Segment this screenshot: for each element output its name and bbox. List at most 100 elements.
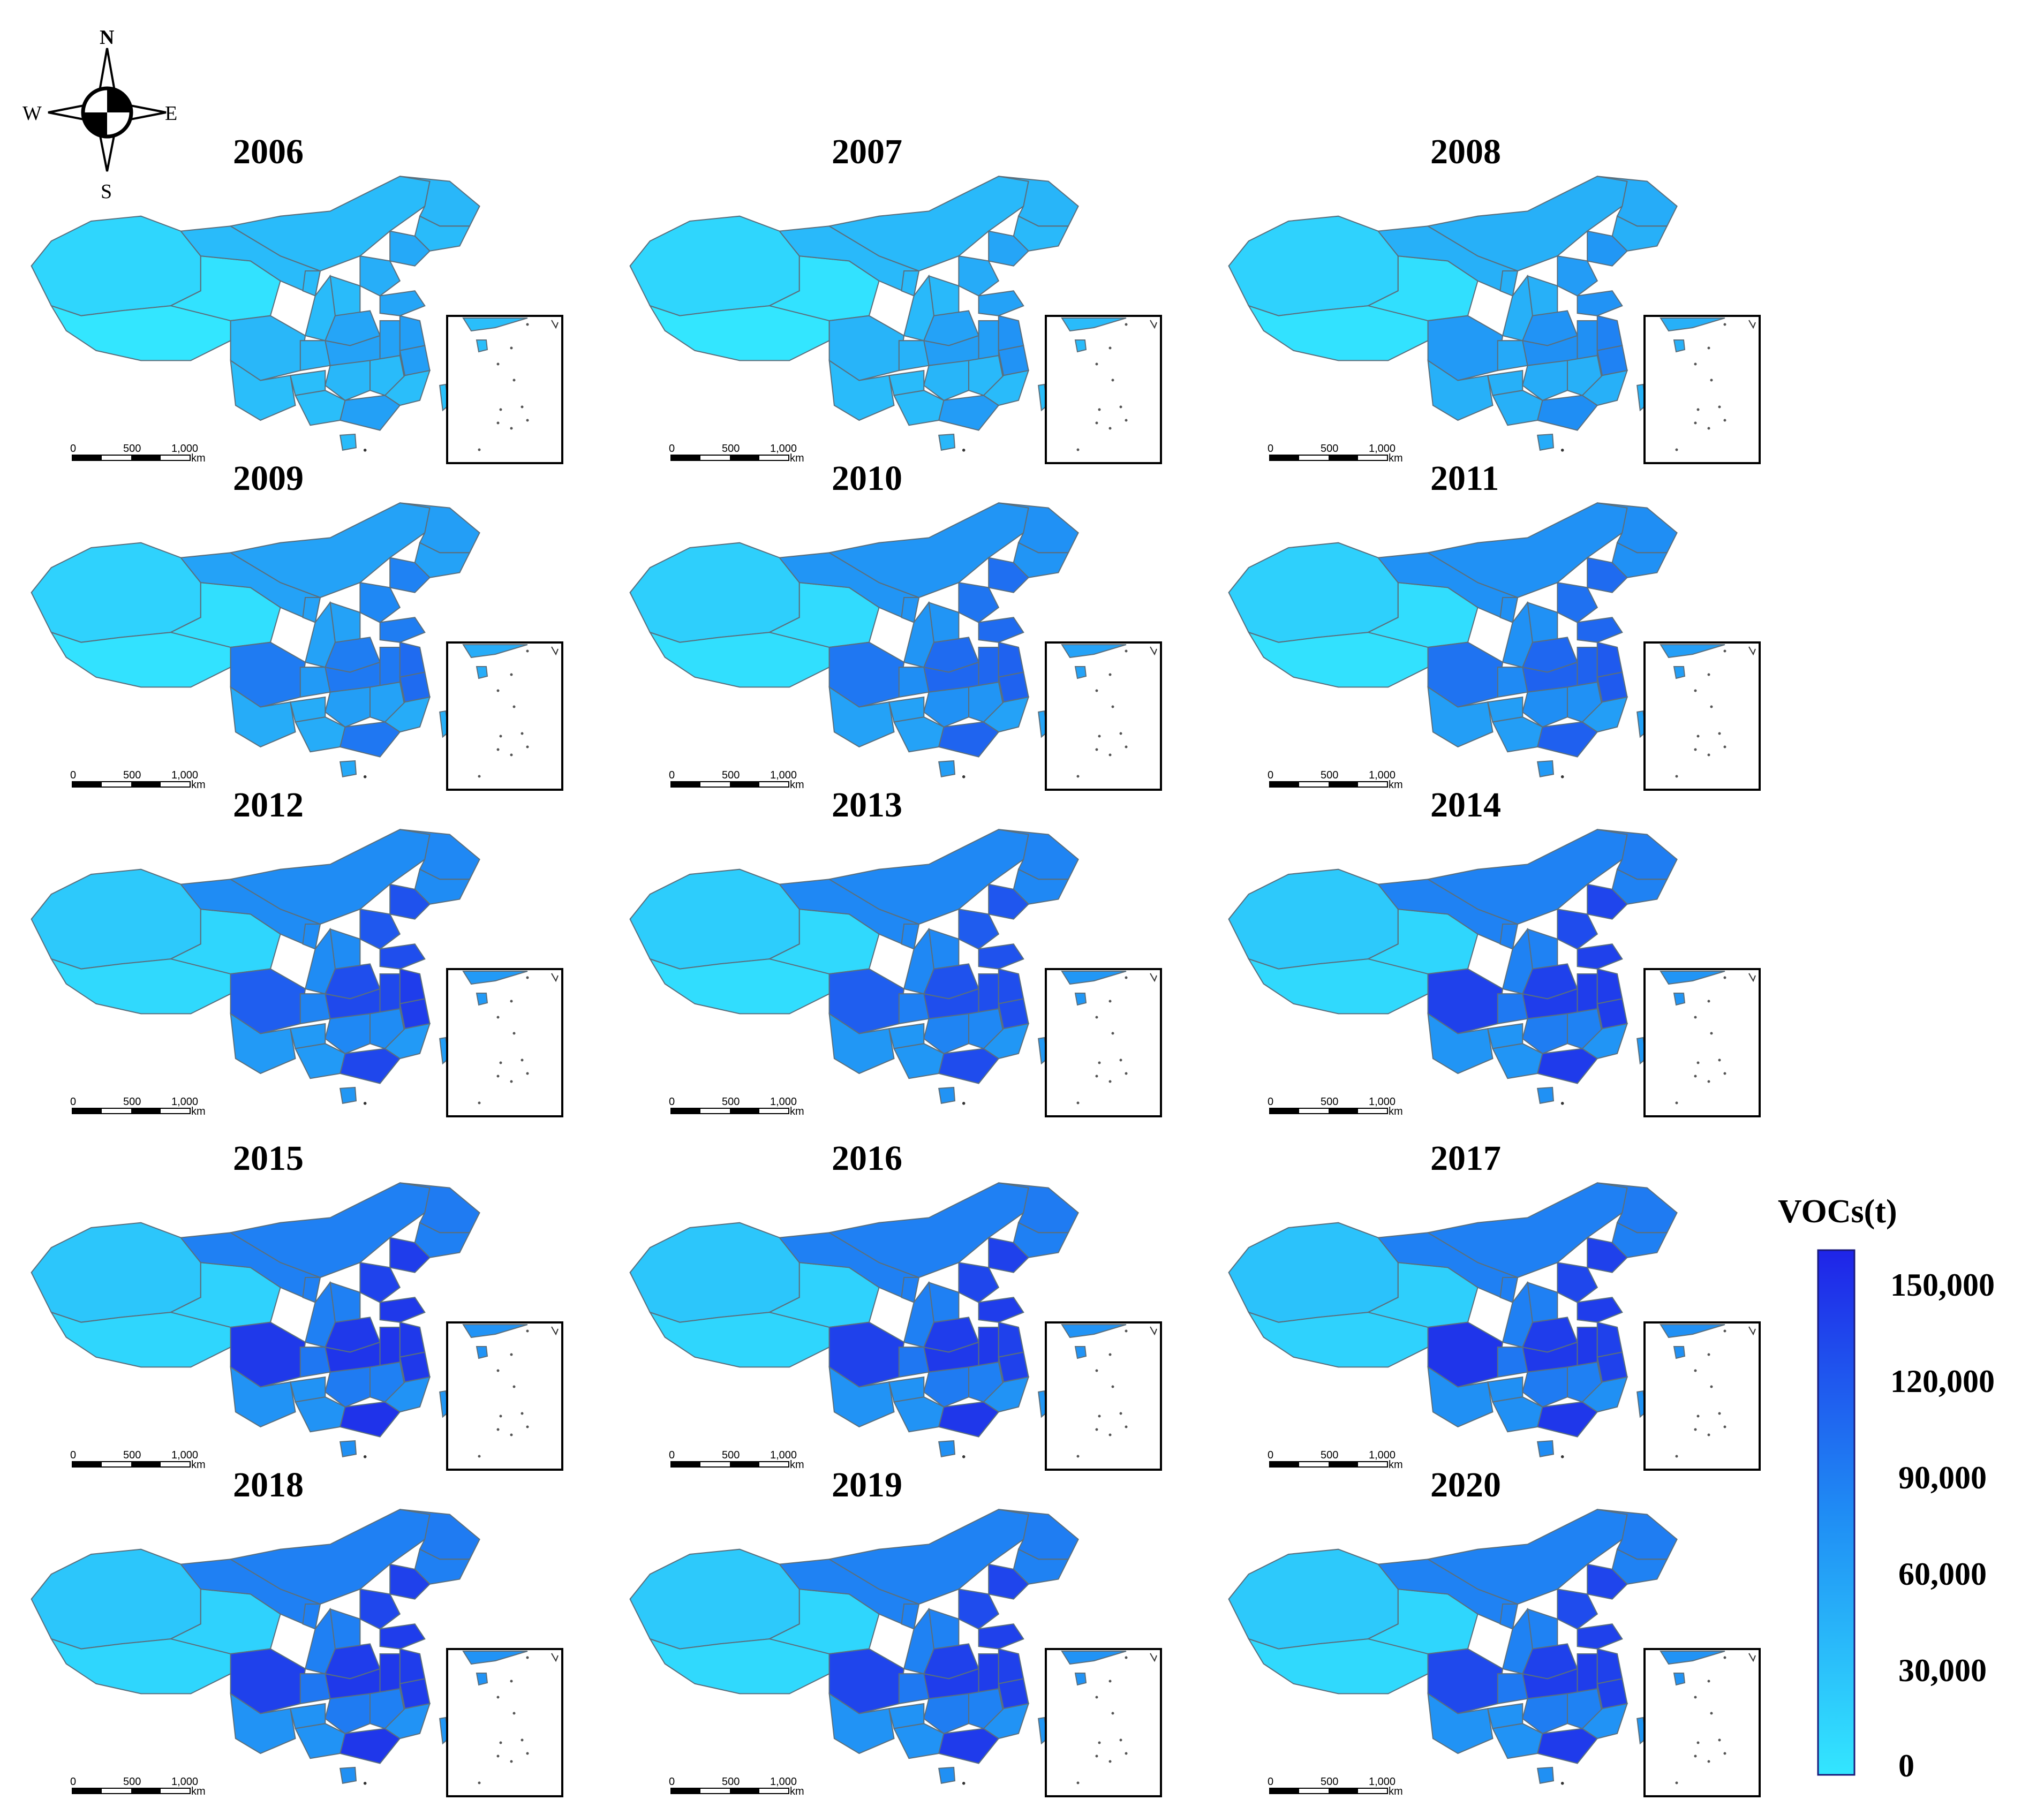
province-region-guangdong [1536, 395, 1598, 431]
inset-border [446, 1321, 563, 1471]
scale-bar-tick-label: 1,000 [770, 769, 797, 781]
province-region-hainan [938, 433, 956, 451]
province-region-hunan [1522, 1366, 1568, 1408]
inset-island-dot [1098, 1415, 1101, 1418]
province-region-fujian [384, 1703, 431, 1740]
inset-island-dot [1095, 748, 1098, 751]
province-region-shandong [1577, 943, 1623, 970]
province-region-liaoning [389, 557, 431, 593]
province-region-hebei [1557, 255, 1598, 297]
province-region-hebei [359, 1588, 401, 1630]
inset-island-dot [1076, 1455, 1080, 1458]
province-region-jiangsu [399, 1321, 426, 1358]
map-year-label: 2010 [832, 459, 902, 498]
inset-island-dot [1108, 346, 1112, 350]
province-region-yunnan [828, 359, 895, 421]
province-region-guangxi [294, 1396, 346, 1433]
scale-bar-tick-label: 0 [1268, 1776, 1273, 1788]
province-region-anhui [978, 320, 999, 361]
inset-island-dot [1723, 649, 1726, 653]
province-region-liaoning [389, 1563, 431, 1600]
inset-island-dot [1125, 1752, 1128, 1755]
scale-bar-segment [131, 1788, 161, 1794]
scale-bar-unit-label: km [191, 452, 206, 464]
inset-mark [1748, 973, 1756, 982]
inset-island-dot [521, 1058, 524, 1062]
inset-island-dot [1108, 427, 1112, 430]
inset-mark [1748, 1326, 1756, 1336]
inset-island-dot [512, 1032, 516, 1035]
province-region-liaoning [389, 883, 431, 920]
scale-bar-tick-label: 0 [70, 1449, 76, 1461]
province-region-hunan [1522, 686, 1568, 728]
inset-island-dot [1723, 1329, 1726, 1333]
province-region-jiangsu [998, 315, 1024, 352]
province-region-yunnan [1427, 359, 1494, 421]
inset-island-dot [499, 735, 502, 738]
scale-bar-unit-label: km [790, 1459, 804, 1471]
china-choropleth-map [1228, 1509, 1678, 1785]
province-region-ningxia [302, 923, 321, 950]
china-choropleth-map [629, 502, 1079, 778]
inset-mark [551, 973, 559, 982]
province-region-fujian [983, 369, 1030, 406]
inset-island-dot [478, 448, 481, 451]
inset-mainland-coast [1061, 1324, 1127, 1338]
province-region-anhui [379, 1326, 401, 1368]
color-legend: VOCs(t) 150,000 120,000 90,000 60,000 30… [1778, 1193, 1995, 1783]
china-choropleth-map [1228, 829, 1678, 1105]
scale-bar-tick-label: 500 [1321, 769, 1338, 781]
scale-bar-segment [730, 1788, 759, 1794]
scale-bar-tick-label: 500 [123, 1096, 141, 1108]
china-choropleth-map [31, 829, 480, 1105]
province-region-anhui [978, 973, 999, 1015]
inset-island-dot [1694, 1369, 1697, 1372]
province-region-guangdong [938, 1401, 1000, 1438]
province-region-guangxi [294, 1043, 346, 1079]
inset-island-dot [521, 405, 524, 409]
inset-mainland-coast [1660, 644, 1725, 659]
province-region-hainan [340, 1086, 357, 1104]
island-dot [1560, 449, 1564, 452]
inset-mark [1150, 646, 1157, 656]
province-region-hainan [1537, 760, 1555, 777]
province-region-hainan [340, 433, 357, 451]
province-region-liaoning [988, 1237, 1030, 1273]
scale-bar-segment [730, 782, 759, 787]
inset-island-dot [1111, 1032, 1114, 1035]
province-region-guangdong [1536, 1728, 1598, 1764]
south-china-sea-inset [1643, 1321, 1761, 1471]
inset-border [1045, 968, 1162, 1117]
province-region-shandong [978, 290, 1024, 316]
province-region-anhui [1577, 320, 1598, 361]
china-choropleth-map [1228, 176, 1678, 452]
scale-bar-tick-label: 0 [70, 1776, 76, 1788]
inset-mark [1748, 646, 1756, 656]
province-region-hebei [958, 581, 1000, 623]
inset-island-dot [526, 745, 529, 748]
province-region-guangdong [938, 1048, 1000, 1084]
province-region-liaoning [389, 230, 431, 267]
inset-mark [551, 1326, 559, 1336]
map-year-label: 2009 [233, 459, 304, 498]
inset-island-dot [510, 346, 513, 350]
map-year-label: 2007 [832, 132, 902, 171]
scale-bar-tick-label: 500 [722, 1776, 740, 1788]
legend-title: VOCs(t) [1778, 1193, 1897, 1230]
province-region-anhui [978, 646, 999, 688]
scale-bar-tick-label: 0 [1268, 443, 1273, 455]
inset-island-dot [1694, 1016, 1697, 1019]
province-region-yunnan [828, 686, 895, 748]
inset-island-dot [1696, 735, 1700, 738]
inset-island-dot [1710, 379, 1713, 382]
inset-island-dot [1125, 976, 1128, 979]
inset-island-dot [1125, 745, 1128, 748]
province-region-hebei [958, 255, 1000, 297]
province-region-anhui [1577, 1326, 1598, 1368]
inset-island-dot [510, 1760, 513, 1763]
